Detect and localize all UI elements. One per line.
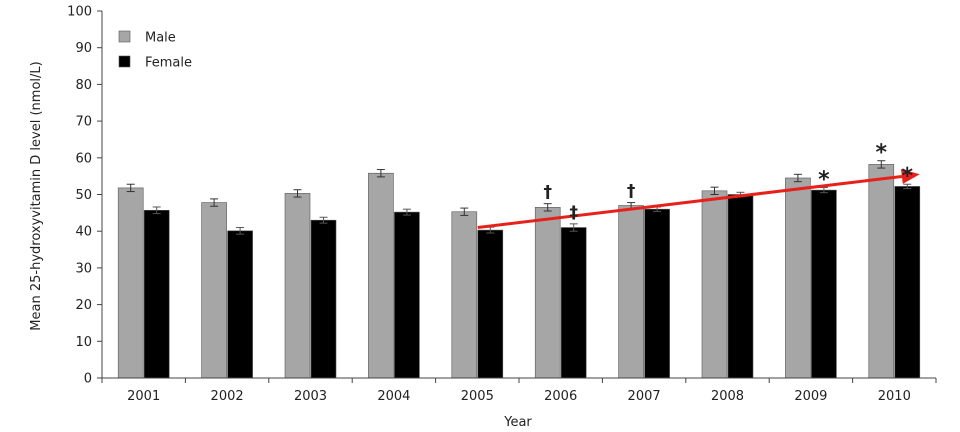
bar-male-2005	[451, 211, 478, 379]
y-tick-label-50: 50	[75, 188, 92, 203]
bar-male-2006	[534, 207, 561, 379]
bar-female-2006	[560, 227, 587, 379]
x-axis-title: Year	[503, 415, 532, 430]
bar-female-2001	[143, 209, 170, 379]
bar-male-2007	[618, 205, 644, 379]
x-tick-label-2005: 2005	[461, 389, 494, 404]
bar-male-2009	[785, 177, 811, 379]
x-tick-label-2007: 2007	[628, 389, 661, 404]
significance-marker-0: †	[543, 183, 552, 203]
y-tick-label-20: 20	[75, 298, 92, 313]
legend-label-female: Female	[145, 56, 192, 71]
significance-marker-3: *	[818, 168, 830, 193]
bars-layer	[117, 164, 921, 379]
bar-male-2003	[284, 193, 311, 379]
bar-female-2009	[811, 189, 837, 379]
x-tick-label-2008: 2008	[711, 389, 744, 404]
error-bars-layer	[126, 160, 912, 235]
significance-marker-5: *	[902, 164, 914, 189]
y-tick-label-100: 100	[67, 5, 92, 20]
trend-arrow-head	[901, 169, 920, 184]
bar-male-2001	[117, 187, 144, 379]
y-tick-label-10: 10	[75, 335, 92, 350]
legend: Male Female	[118, 30, 192, 71]
x-tick-label-2001: 2001	[127, 389, 160, 404]
x-tick-label-2004: 2004	[377, 389, 410, 404]
legend-swatch-female	[118, 55, 131, 68]
trend-arrow-line	[477, 174, 903, 230]
x-tick-label-2009: 2009	[794, 389, 827, 404]
significance-marker-1: ‡	[569, 203, 578, 223]
legend-swatch-male	[118, 30, 131, 43]
legend-label-male: Male	[145, 31, 176, 46]
x-tick-label-2002: 2002	[211, 389, 244, 404]
y-tick-label-80: 80	[75, 78, 92, 93]
x-tick-label-2003: 2003	[294, 389, 327, 404]
y-tick-label-70: 70	[75, 115, 92, 130]
bar-female-2008	[727, 194, 754, 379]
y-tick-label-90: 90	[75, 41, 92, 56]
bar-female-2005	[477, 229, 504, 379]
y-tick-label-0: 0	[84, 372, 92, 387]
bar-male-2004	[368, 172, 394, 379]
y-tick-label-60: 60	[75, 151, 92, 166]
bar-male-2010	[868, 164, 895, 379]
bar-female-2007	[644, 208, 670, 379]
significance-marker-2: †	[627, 182, 636, 202]
axes-layer: 0 10 20 30 40 50 60 70 80 90 100 2001 2002 2003 2004 20…	[67, 5, 937, 404]
significance-marker-4: *	[876, 141, 888, 166]
y-axis-title: Mean 25-hydroxyvitamin D level (nmol/L)	[29, 61, 44, 330]
bar-female-2004	[394, 211, 420, 379]
bar-male-2002	[201, 202, 227, 379]
bar-female-2003	[310, 219, 337, 379]
x-tick-label-2010: 2010	[878, 389, 911, 404]
y-tick-label-40: 40	[75, 225, 92, 240]
bar-female-2010	[894, 186, 921, 379]
annotations-layer: † ‡ † * * *	[477, 141, 920, 230]
bar-female-2002	[227, 230, 253, 379]
y-tick-label-30: 30	[75, 261, 92, 276]
bar-male-2008	[701, 190, 728, 379]
x-tick-label-2006: 2006	[544, 389, 577, 404]
